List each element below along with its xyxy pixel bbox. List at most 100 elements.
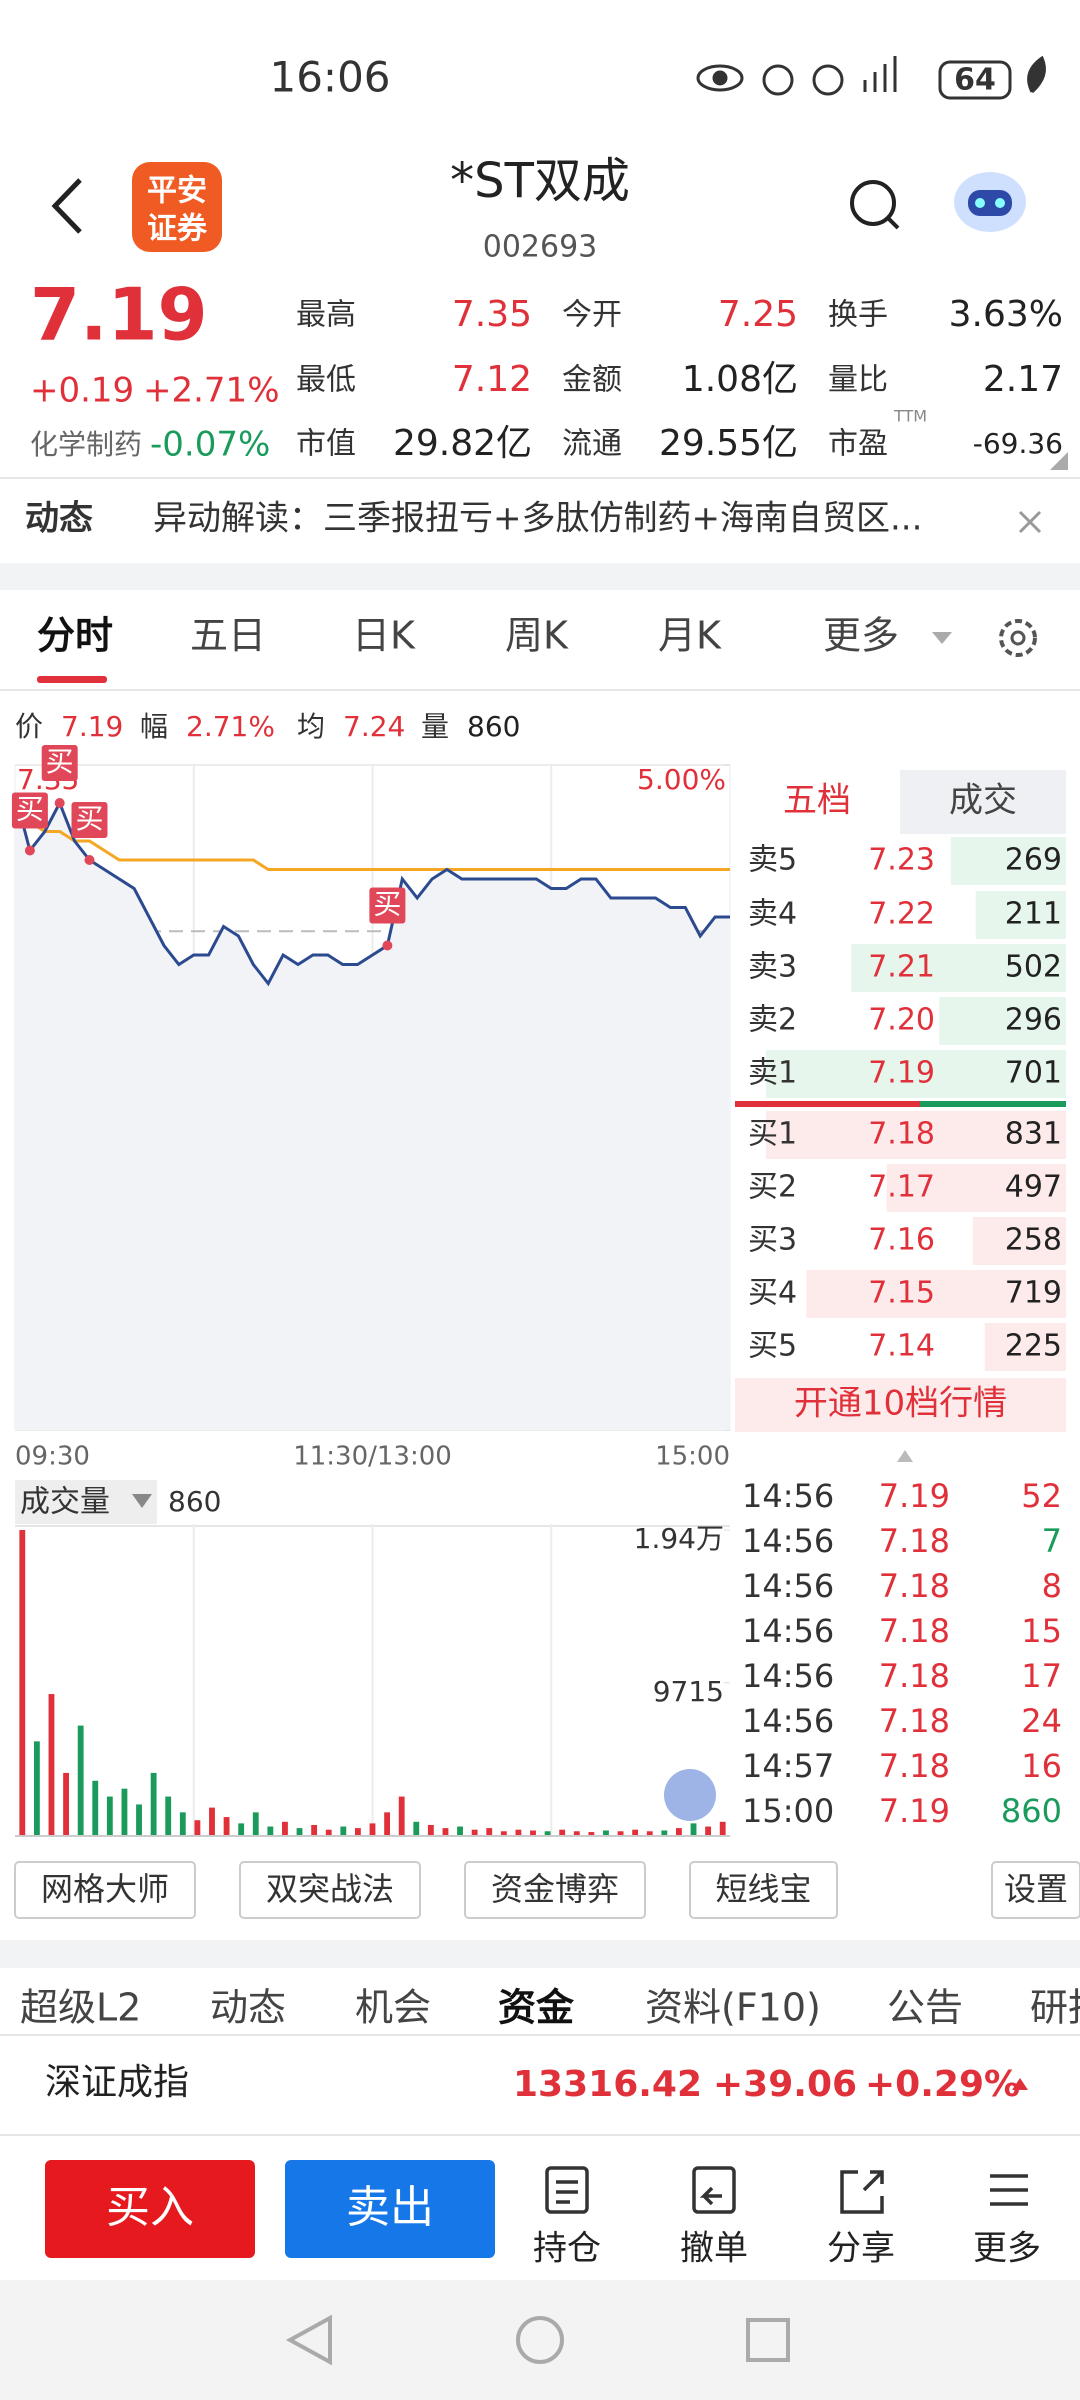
- volume-bar: [617, 1831, 624, 1836]
- trade-time: 14:56: [742, 1477, 834, 1515]
- chart-tab[interactable]: 更多: [823, 614, 899, 658]
- book-price: 7.14: [868, 1329, 935, 1364]
- trade-marker-label: 买: [75, 802, 103, 835]
- nav-recent[interactable]: [746, 2318, 790, 2362]
- stat-value: 7.25: [718, 294, 798, 335]
- trade-dot: [24, 845, 35, 856]
- book-tab-bg[interactable]: [900, 770, 1066, 834]
- nav-home[interactable]: [516, 2316, 564, 2364]
- book-tab-bg[interactable]: [735, 770, 900, 834]
- book-volume: 502: [1005, 950, 1062, 985]
- assistant-button[interactable]: [954, 172, 1026, 232]
- action-label[interactable]: 撤单: [680, 2229, 748, 2269]
- tab-underline: [37, 676, 107, 683]
- volume-bar: [661, 1830, 668, 1836]
- book-tab: 成交: [949, 781, 1017, 821]
- y2-tick-label: 5.00%: [637, 763, 726, 796]
- trade-time: 14:57: [742, 1747, 834, 1785]
- logo-text: 平安: [147, 174, 207, 209]
- trade-marker: [41, 745, 78, 781]
- upgrade-button-label: 开通10档行情: [794, 1384, 1007, 1424]
- trade-volume: 860: [1001, 1792, 1062, 1830]
- trade-time: 14:56: [742, 1522, 834, 1560]
- volume-bar: [282, 1821, 288, 1836]
- scroll-arrow: [897, 1450, 913, 1462]
- tool-button[interactable]: [689, 1861, 838, 1919]
- volume-bar: [63, 1772, 69, 1836]
- trade-dot: [84, 855, 95, 865]
- logo: [132, 162, 222, 252]
- book-level: 买5: [748, 1329, 797, 1364]
- sell-button[interactable]: [285, 2160, 495, 2258]
- section-tab: 资料(F10): [645, 1986, 821, 2030]
- stat-value: 2.17: [983, 359, 1063, 400]
- average-line: [14, 811, 730, 871]
- buy-button-label: 买入: [106, 2182, 194, 2233]
- depth-bar: [766, 1050, 1066, 1098]
- volume-bar: [530, 1830, 536, 1836]
- close-button[interactable]: [1018, 510, 1042, 534]
- stat-label: 最高: [296, 298, 356, 333]
- volume-tick-label: 9715: [653, 1675, 724, 1708]
- book-price: 7.21: [868, 950, 935, 985]
- volume-bar: [588, 1832, 595, 1836]
- trade-price: 7.18: [879, 1567, 950, 1605]
- tool-button[interactable]: [991, 1861, 1080, 1919]
- tool-button[interactable]: [239, 1861, 421, 1919]
- chart-tab[interactable]: 周K: [505, 614, 569, 658]
- trade-time: 14:56: [742, 1612, 834, 1650]
- stock-name: *ST双成: [450, 153, 630, 209]
- corner-indicator: [1050, 452, 1068, 470]
- trade-volume: 52: [1021, 1477, 1062, 1515]
- info-label: 幅: [140, 710, 168, 743]
- section-tab: 机会: [355, 1986, 431, 2030]
- info-label: 量: [421, 710, 449, 743]
- nav-back[interactable]: [285, 2314, 332, 2366]
- chart-tab[interactable]: 月K: [658, 614, 722, 658]
- tool-button[interactable]: [464, 1861, 646, 1919]
- volume-bar: [676, 1828, 682, 1836]
- stat-value: 3.63%: [949, 294, 1063, 335]
- battery-level: 64: [954, 63, 996, 98]
- settings-button[interactable]: [999, 619, 1037, 657]
- volume-bar: [369, 1823, 376, 1836]
- book-price: 7.16: [868, 1223, 935, 1258]
- volume-bar: [33, 1741, 40, 1836]
- volume-selector[interactable]: [15, 1480, 157, 1524]
- volume-bar: [471, 1829, 478, 1836]
- volume-bar: [719, 1821, 726, 1836]
- stat-label: 市值: [296, 427, 356, 462]
- chart-tab[interactable]: 五日: [190, 614, 266, 658]
- action-label[interactable]: 分享: [827, 2229, 895, 2269]
- last-price: 7.19: [30, 273, 208, 357]
- nav-bar: [0, 2280, 1080, 2400]
- action-icons: [545, 2166, 1028, 2214]
- stock-code: 002693: [483, 230, 598, 265]
- volume-bar: [311, 1824, 318, 1836]
- upgrade-button[interactable]: [735, 1378, 1066, 1432]
- sell-button-label: 卖出: [346, 2182, 434, 2233]
- stat-label: 市盈: [828, 427, 888, 462]
- book-level: 卖2: [748, 1003, 797, 1038]
- index-change-pct: +0.29%: [865, 2064, 1020, 2105]
- buy-button[interactable]: [45, 2160, 255, 2258]
- back-button[interactable]: [51, 178, 82, 234]
- trade-marker-label: 买: [373, 888, 401, 921]
- chart-tab[interactable]: 分时: [37, 614, 113, 658]
- fullscreen-button[interactable]: [664, 1769, 716, 1821]
- stat-sup: TTM: [893, 407, 927, 426]
- stat-label: 今开: [562, 298, 622, 333]
- tool-button[interactable]: [14, 1861, 196, 1919]
- action-label[interactable]: 更多: [973, 2229, 1041, 2269]
- volume-bar: [398, 1796, 405, 1836]
- depth-bar: [939, 997, 1066, 1045]
- chart-tab[interactable]: 日K: [352, 614, 416, 658]
- action-label[interactable]: 持仓: [533, 2229, 601, 2269]
- search-button[interactable]: [850, 180, 896, 226]
- book-tab: 五档: [783, 781, 851, 821]
- book-price: 7.23: [868, 843, 935, 878]
- volume-bar: [486, 1828, 493, 1836]
- volume-bar: [48, 1694, 55, 1836]
- trade-marker-label: 买: [46, 745, 74, 778]
